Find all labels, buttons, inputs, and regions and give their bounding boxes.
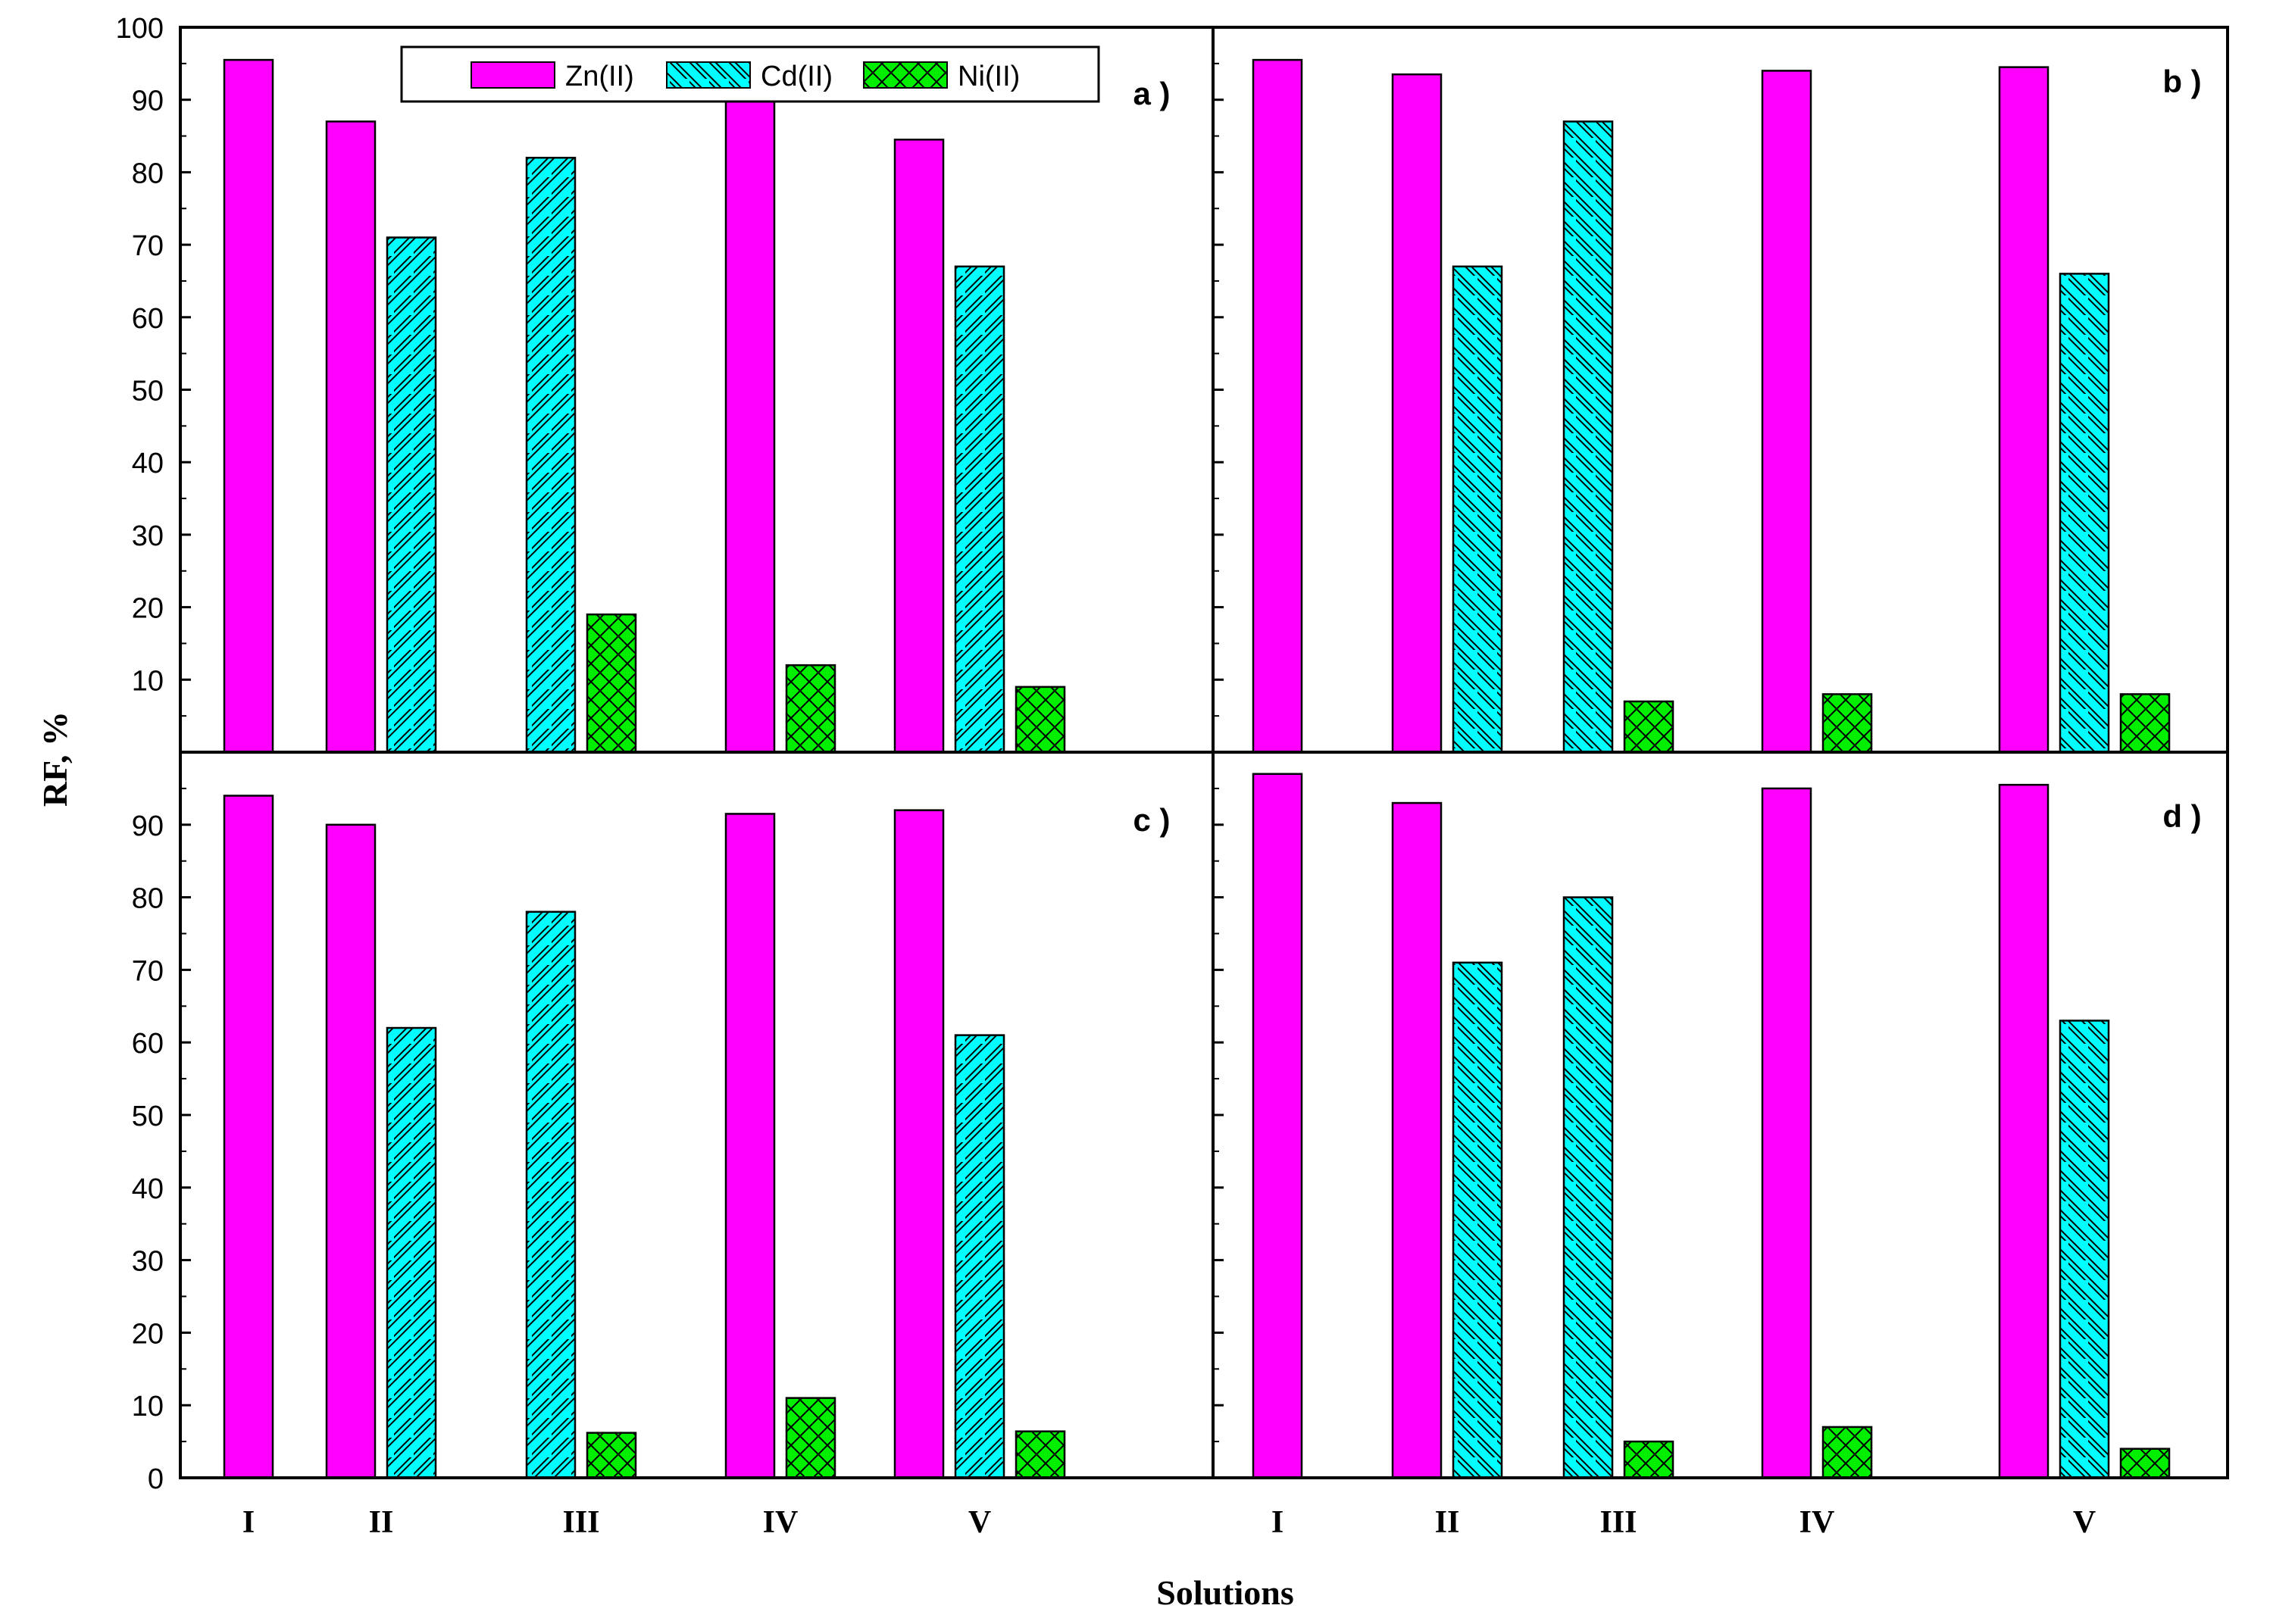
bar-cd-iii (1562, 896, 1614, 1479)
y-tick-label: 70 (132, 955, 164, 987)
y-tick-label: 80 (132, 158, 164, 189)
y-tick-label: 90 (132, 810, 164, 842)
bar-ni-iii (586, 1432, 637, 1479)
bar-cd-v (954, 265, 1005, 754)
panels-layer: 10 20 30 40 50 60 70 80 90 100 a ) b ) 0 10 20 30 40 50 60… (116, 13, 2202, 1540)
legend-swatch-zn (471, 61, 555, 89)
panel-label-b: b ) (2162, 64, 2201, 99)
panel-label-a: a ) (1133, 76, 1170, 111)
bar-zn-ii (325, 120, 377, 754)
legend-swatch-cd (666, 61, 751, 89)
bar-ni-v (1015, 686, 1066, 754)
y-tick-label: 40 (132, 448, 164, 479)
bar-ni-iii (586, 613, 637, 754)
bar-cd-iii (525, 157, 577, 754)
bar-zn-ii (325, 823, 377, 1479)
bar-zn-i (1252, 773, 1303, 1479)
bar-cd-ii (386, 1026, 437, 1479)
x-tick-label: II (1435, 1505, 1460, 1540)
y-tick-label: 30 (132, 1246, 164, 1278)
panel-a: 10 20 30 40 50 60 70 80 90 100 a ) (116, 13, 1171, 754)
panel-d: I II III IV Vd ) (1213, 773, 2202, 1540)
y-tick-label: 20 (132, 593, 164, 625)
y-tick-label: 10 (132, 665, 164, 697)
bar-zn-v (893, 139, 945, 754)
panel-label-c: c ) (1133, 802, 1170, 838)
bar-ni-iv (785, 664, 836, 754)
bar-ni-v (2119, 693, 2171, 754)
x-tick-label: V (2073, 1505, 2096, 1540)
x-tick-label: III (562, 1505, 599, 1540)
bar-cd-iii (1562, 120, 1614, 754)
y-tick-label: 60 (132, 1028, 164, 1060)
bar-ni-iii (1623, 700, 1674, 754)
x-tick-label: II (369, 1505, 394, 1540)
x-tick-label: V (968, 1505, 991, 1540)
bar-zn-iv (724, 813, 776, 1479)
x-tick-label: I (242, 1505, 255, 1540)
y-tick-label: 40 (132, 1173, 164, 1205)
bar-zn-i (223, 58, 274, 754)
bar-zn-i (1252, 58, 1303, 754)
bar-cd-v (2059, 273, 2110, 754)
bar-cd-v (2059, 1020, 2110, 1479)
legend-swatch-ni (863, 61, 948, 89)
y-tick-label: 50 (132, 1101, 164, 1132)
bar-zn-v (1998, 66, 2050, 754)
bar-zn-ii (1391, 73, 1443, 754)
x-tick-label: IV (1799, 1505, 1835, 1540)
bar-ni-iii (1623, 1440, 1674, 1479)
bar-cd-ii (1452, 961, 1503, 1479)
legend-label-zn: Zn(II) (565, 61, 634, 92)
x-axis-label: Solutions (1156, 1573, 1294, 1612)
bar-ni-v (2119, 1448, 2171, 1479)
legend: Zn(II) Cd(II) Ni(II) (400, 45, 1100, 103)
bar-cd-ii (1452, 265, 1503, 754)
bar-zn-ii (1391, 801, 1443, 1479)
y-tick-label: 20 (132, 1318, 164, 1350)
y-tick-label: 0 (148, 1463, 164, 1495)
bar-ni-v (1015, 1430, 1066, 1479)
y-tick-label: 10 (132, 1391, 164, 1423)
bar-zn-v (893, 809, 945, 1479)
bar-ni-iv (1821, 1426, 1873, 1479)
y-tick-label: 60 (132, 303, 164, 335)
bar-ni-iv (1821, 693, 1873, 754)
bar-zn-v (1998, 783, 2050, 1479)
y-tick-label: 100 (116, 13, 164, 45)
panel-b: b ) (1213, 58, 2202, 754)
panel-label-d: d ) (2162, 798, 2201, 834)
y-axis-label: RF, % (36, 711, 74, 807)
y-tick-label: 80 (132, 883, 164, 915)
bar-zn-iv (724, 98, 776, 754)
bar-zn-iv (1761, 70, 1812, 754)
y-tick-label: 50 (132, 376, 164, 408)
x-tick-label: IV (763, 1505, 799, 1540)
y-tick-label: 90 (132, 86, 164, 117)
y-tick-label: 30 (132, 520, 164, 552)
bar-ni-iv (785, 1397, 836, 1479)
bar-zn-i (223, 795, 274, 1479)
x-tick-label: I (1271, 1505, 1284, 1540)
figure-frame (179, 26, 2229, 1479)
legend-label-cd: Cd(II) (761, 61, 833, 92)
bar-cd-ii (386, 236, 437, 754)
bar-cd-iii (525, 910, 577, 1479)
x-tick-label: III (1599, 1505, 1637, 1540)
bar-zn-iv (1761, 787, 1812, 1479)
y-tick-label: 70 (132, 230, 164, 262)
legend-label-ni: Ni(II) (958, 61, 1020, 92)
bar-cd-v (954, 1034, 1005, 1479)
